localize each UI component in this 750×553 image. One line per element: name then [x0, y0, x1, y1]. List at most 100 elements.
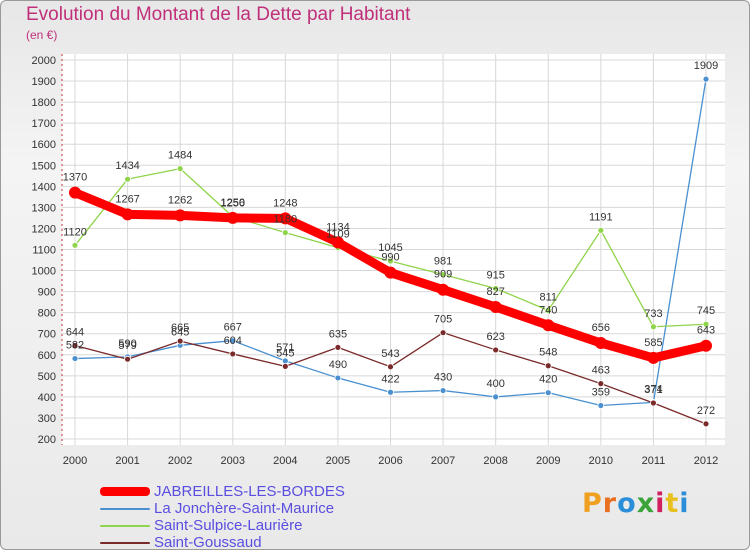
data-label-1-2006: 422 — [381, 373, 399, 385]
data-point-2-2009 — [544, 306, 552, 314]
legend-swatch-saint-sulpice — [100, 525, 150, 527]
y-tick-label-500: 500 — [38, 371, 56, 383]
data-label-1-2001: 590 — [118, 338, 136, 350]
data-label-2-2010: 1191 — [589, 211, 613, 223]
data-label-0-2005: 1134 — [326, 221, 350, 233]
data-point-2-2000 — [71, 241, 79, 249]
data-label-1-2004: 571 — [276, 342, 294, 354]
data-label-2-2007: 981 — [434, 256, 452, 268]
data-point-1-2009 — [544, 389, 552, 397]
y-tick-label-1700: 1700 — [32, 118, 56, 130]
data-label-3-2004: 545 — [276, 347, 294, 359]
data-label-2-2003: 1256 — [221, 198, 245, 210]
proxiti-logo: Proxiti — [582, 488, 690, 519]
data-label-2-2004: 1180 — [274, 214, 298, 226]
data-label-3-2011: 371 — [644, 384, 662, 396]
x-tick-label-2000: 2000 — [63, 455, 87, 467]
data-label-0-2001: 1267 — [115, 193, 139, 205]
data-label-1-2008: 400 — [486, 378, 504, 390]
data-point-3-2000 — [71, 342, 79, 349]
x-tick-label-2009: 2009 — [536, 455, 560, 467]
data-point-2-2004 — [281, 229, 289, 237]
data-point-3-2005 — [334, 344, 342, 351]
data-point-1-2010 — [597, 402, 605, 409]
data-label-3-2001: 579 — [118, 340, 136, 352]
data-label-2-2011: 733 — [644, 308, 662, 320]
data-point-2-2011 — [650, 323, 657, 331]
data-point-1-2005 — [334, 374, 342, 382]
data-label-0-2002: 1262 — [168, 194, 192, 206]
y-tick-label-900: 900 — [38, 287, 56, 299]
data-label-3-2003: 604 — [224, 335, 242, 347]
logo-letter: i — [679, 488, 690, 519]
y-tick-label-1100: 1100 — [32, 245, 56, 257]
data-label-2-2001: 1434 — [115, 160, 139, 172]
data-point-0-2000 — [69, 186, 81, 199]
data-label-1-2002: 645 — [171, 326, 189, 338]
data-point-3-2004 — [281, 362, 289, 370]
data-label-1-2010: 359 — [592, 387, 610, 399]
data-label-1-2012: 1909 — [694, 60, 718, 72]
data-label-0-2008: 827 — [486, 286, 504, 298]
data-label-1-2000: 582 — [66, 340, 84, 352]
legend-label-saint-sulpice: Saint-Sulpice-Laurière — [154, 517, 303, 534]
x-tick-label-2005: 2005 — [326, 455, 350, 467]
data-label-2-2000: 1120 — [63, 226, 87, 238]
x-tick-label-2001: 2001 — [115, 455, 139, 467]
data-point-3-2003 — [229, 350, 237, 358]
legend-swatch-la-jonchere — [100, 508, 150, 510]
data-point-2-2007 — [439, 271, 447, 278]
y-tick-label-1400: 1400 — [32, 181, 56, 193]
data-label-2-2008: 915 — [486, 269, 504, 281]
legend-swatch-jabreilles — [100, 487, 150, 496]
data-point-0-2010 — [594, 336, 607, 349]
data-point-0-2007 — [437, 283, 450, 296]
x-tick-label-2008: 2008 — [483, 455, 507, 467]
x-tick-label-2011: 2011 — [642, 455, 666, 467]
x-tick-label-2004: 2004 — [273, 455, 297, 467]
legend-label-la-jonchere: La Jonchère-Saint-Maurice — [154, 500, 335, 517]
y-tick-label-1000: 1000 — [32, 266, 56, 278]
chart-subtitle: (en €) — [26, 28, 58, 42]
data-label-3-2002: 665 — [171, 322, 189, 334]
y-tick-label-1600: 1600 — [32, 139, 56, 151]
data-point-0-2004 — [279, 212, 292, 225]
legend-label-jabreilles: JABREILLES-LES-BORDES — [154, 483, 345, 500]
data-label-1-2005: 490 — [329, 359, 347, 371]
data-point-3-2010 — [597, 380, 605, 388]
data-point-0-2005 — [331, 236, 344, 249]
data-label-1-2011: 374 — [644, 383, 662, 395]
data-point-2-2010 — [597, 226, 605, 234]
y-tick-label-2000: 2000 — [32, 55, 56, 67]
data-point-2-2001 — [124, 175, 131, 183]
data-label-0-2011: 585 — [644, 337, 662, 349]
data-point-1-2006 — [387, 388, 394, 396]
logo-letter: o — [617, 488, 637, 519]
data-point-0-2012 — [700, 339, 712, 352]
data-point-1-2003 — [229, 337, 237, 345]
y-tick-label-200: 200 — [38, 434, 56, 446]
data-label-0-2012: 643 — [697, 325, 715, 337]
data-point-2-2002 — [176, 165, 184, 173]
data-point-3-2009 — [544, 362, 552, 370]
logo-letter: P — [582, 488, 603, 519]
data-point-1-2000 — [71, 355, 79, 362]
data-label-2-2012: 745 — [697, 305, 715, 317]
data-point-2-2006 — [387, 257, 394, 265]
data-label-0-2004: 1248 — [273, 197, 297, 209]
data-point-2-2008 — [492, 285, 500, 292]
data-point-1-2007 — [439, 387, 447, 394]
x-tick-label-2007: 2007 — [431, 455, 455, 467]
data-point-3-2008 — [492, 346, 500, 354]
data-label-3-2006: 543 — [381, 348, 399, 360]
y-tick-label-600: 600 — [38, 350, 56, 362]
data-point-3-2012 — [702, 420, 710, 428]
data-label-0-2003: 1250 — [221, 197, 245, 209]
data-point-3-2007 — [439, 329, 447, 337]
data-point-0-2003 — [226, 211, 239, 224]
y-tick-label-1900: 1900 — [32, 76, 56, 88]
data-label-0-2000: 1370 — [63, 172, 87, 184]
data-point-0-2001 — [121, 208, 134, 221]
data-point-0-2006 — [384, 266, 397, 279]
data-label-2-2002: 1484 — [168, 150, 192, 162]
